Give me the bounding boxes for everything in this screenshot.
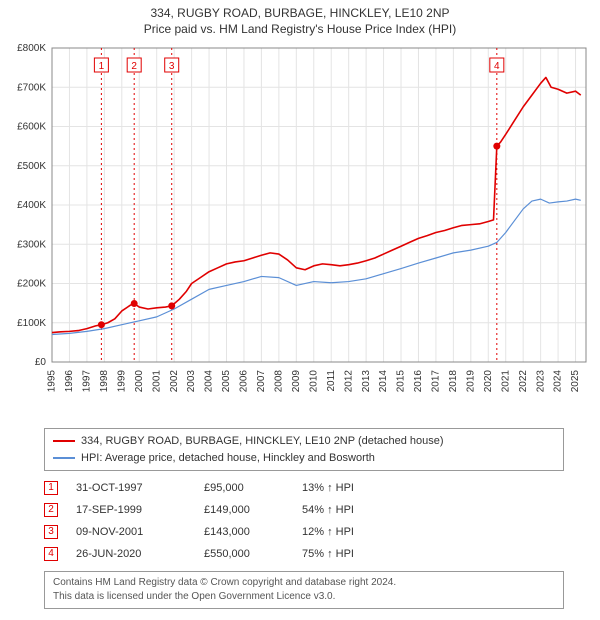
svg-text:1998: 1998 bbox=[99, 370, 110, 393]
svg-text:£700K: £700K bbox=[17, 82, 46, 93]
svg-text:2025: 2025 bbox=[570, 370, 581, 393]
svg-text:2: 2 bbox=[131, 61, 137, 72]
svg-text:2019: 2019 bbox=[465, 370, 476, 393]
svg-text:2024: 2024 bbox=[553, 370, 564, 393]
svg-text:2011: 2011 bbox=[326, 370, 337, 392]
transaction-marker-icon: 3 bbox=[44, 525, 58, 539]
transaction-row: 3 09-NOV-2001 £143,000 12% ↑ HPI bbox=[44, 521, 564, 543]
svg-text:2016: 2016 bbox=[413, 370, 424, 393]
transaction-date: 26-JUN-2020 bbox=[76, 548, 186, 560]
svg-text:2021: 2021 bbox=[500, 370, 511, 393]
license-line2: This data is licensed under the Open Gov… bbox=[53, 590, 555, 604]
svg-text:£800K: £800K bbox=[17, 43, 46, 54]
transaction-pct: 54% ↑ HPI bbox=[302, 504, 412, 516]
svg-text:2010: 2010 bbox=[308, 370, 319, 393]
svg-text:2015: 2015 bbox=[396, 370, 407, 393]
svg-text:1999: 1999 bbox=[116, 370, 127, 393]
license-line1: Contains HM Land Registry data © Crown c… bbox=[53, 576, 555, 590]
svg-text:2002: 2002 bbox=[169, 370, 180, 393]
transaction-date: 09-NOV-2001 bbox=[76, 526, 186, 538]
svg-text:2000: 2000 bbox=[134, 370, 145, 393]
transaction-table: 1 31-OCT-1997 £95,000 13% ↑ HPI 2 17-SEP… bbox=[44, 477, 564, 565]
transaction-price: £143,000 bbox=[204, 526, 284, 538]
svg-text:1997: 1997 bbox=[82, 370, 93, 393]
svg-text:1996: 1996 bbox=[64, 370, 75, 393]
svg-text:1995: 1995 bbox=[47, 370, 58, 393]
transaction-date: 31-OCT-1997 bbox=[76, 482, 186, 494]
transaction-row: 1 31-OCT-1997 £95,000 13% ↑ HPI bbox=[44, 477, 564, 499]
transaction-row: 2 17-SEP-1999 £149,000 54% ↑ HPI bbox=[44, 499, 564, 521]
svg-text:£200K: £200K bbox=[17, 279, 46, 290]
transaction-price: £550,000 bbox=[204, 548, 284, 560]
legend-item-hpi: HPI: Average price, detached house, Hinc… bbox=[53, 450, 555, 467]
legend-box: 334, RUGBY ROAD, BURBAGE, HINCKLEY, LE10… bbox=[44, 428, 564, 471]
transaction-pct: 75% ↑ HPI bbox=[302, 548, 412, 560]
svg-text:2012: 2012 bbox=[343, 370, 354, 393]
svg-text:2005: 2005 bbox=[221, 370, 232, 393]
transaction-date: 17-SEP-1999 bbox=[76, 504, 186, 516]
transaction-pct: 12% ↑ HPI bbox=[302, 526, 412, 538]
svg-text:2017: 2017 bbox=[431, 370, 442, 393]
transaction-price: £149,000 bbox=[204, 504, 284, 516]
transaction-marker-icon: 4 bbox=[44, 547, 58, 561]
chart-title-line2: Price paid vs. HM Land Registry's House … bbox=[8, 22, 592, 36]
svg-text:£300K: £300K bbox=[17, 239, 46, 250]
legend-label-hpi: HPI: Average price, detached house, Hinc… bbox=[81, 450, 375, 467]
svg-text:4: 4 bbox=[494, 61, 500, 72]
transaction-pct: 13% ↑ HPI bbox=[302, 482, 412, 494]
legend-swatch-hpi bbox=[53, 457, 75, 459]
svg-text:£500K: £500K bbox=[17, 161, 46, 172]
legend-item-property: 334, RUGBY ROAD, BURBAGE, HINCKLEY, LE10… bbox=[53, 433, 555, 450]
legend-label-property: 334, RUGBY ROAD, BURBAGE, HINCKLEY, LE10… bbox=[81, 433, 444, 450]
svg-text:2022: 2022 bbox=[518, 370, 529, 393]
legend-swatch-property bbox=[53, 440, 75, 442]
svg-text:2003: 2003 bbox=[186, 370, 197, 393]
svg-text:£0: £0 bbox=[35, 357, 47, 368]
transaction-row: 4 26-JUN-2020 £550,000 75% ↑ HPI bbox=[44, 543, 564, 565]
svg-text:2013: 2013 bbox=[361, 370, 372, 393]
svg-text:1: 1 bbox=[99, 61, 105, 72]
license-box: Contains HM Land Registry data © Crown c… bbox=[44, 571, 564, 609]
svg-text:2018: 2018 bbox=[448, 370, 459, 393]
svg-text:£100K: £100K bbox=[17, 318, 46, 329]
chart: £0 £100K £200K £300K £400K £500K £600K £700K £80… bbox=[8, 42, 592, 422]
svg-text:2014: 2014 bbox=[378, 370, 389, 393]
svg-text:2001: 2001 bbox=[151, 370, 162, 393]
svg-text:2007: 2007 bbox=[256, 370, 267, 393]
svg-text:2023: 2023 bbox=[535, 370, 546, 393]
svg-text:£600K: £600K bbox=[17, 122, 46, 133]
chart-title-line1: 334, RUGBY ROAD, BURBAGE, HINCKLEY, LE10… bbox=[8, 6, 592, 20]
svg-text:2008: 2008 bbox=[274, 370, 285, 393]
svg-text:2004: 2004 bbox=[204, 370, 215, 393]
transaction-marker-icon: 1 bbox=[44, 481, 58, 495]
transaction-price: £95,000 bbox=[204, 482, 284, 494]
svg-text:2020: 2020 bbox=[483, 370, 494, 393]
svg-text:£400K: £400K bbox=[17, 200, 46, 211]
svg-text:2009: 2009 bbox=[291, 370, 302, 393]
svg-text:2006: 2006 bbox=[239, 370, 250, 393]
svg-text:3: 3 bbox=[169, 61, 175, 72]
transaction-marker-icon: 2 bbox=[44, 503, 58, 517]
